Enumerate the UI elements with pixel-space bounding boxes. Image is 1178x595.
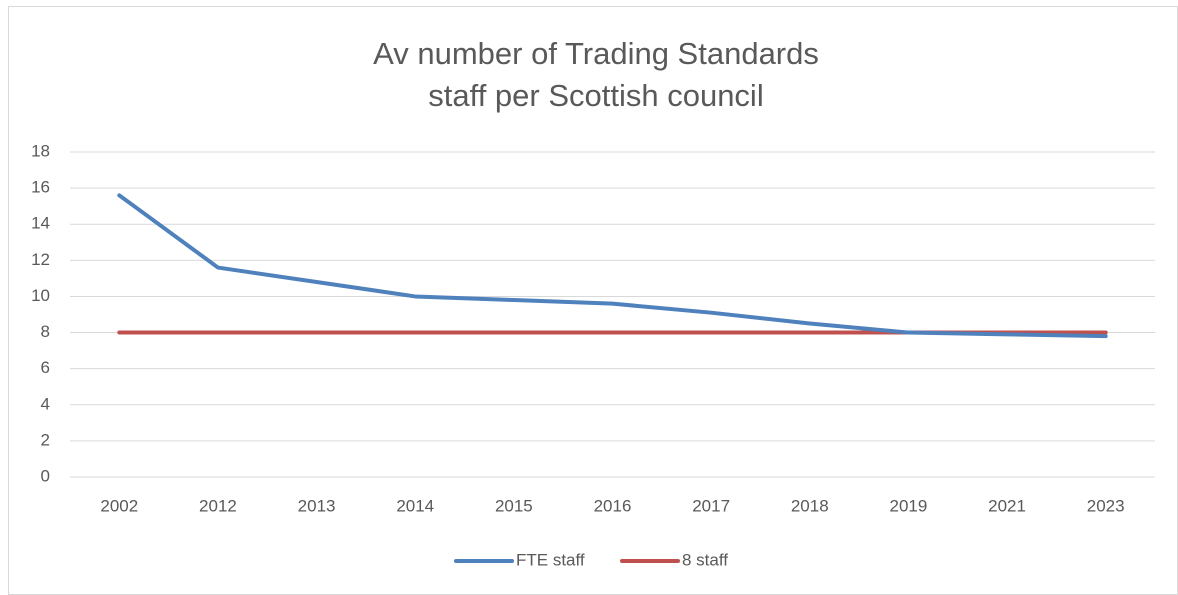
y-tick-label: 2 [41,430,50,449]
x-tick-label: 2018 [791,496,829,515]
x-tick-label: 2019 [889,496,927,515]
y-tick-label: 16 [31,178,50,197]
y-tick-label: 10 [31,286,50,305]
y-tick-label: 18 [31,141,50,160]
x-tick-label: 2016 [594,496,632,515]
y-tick-label: 4 [41,394,50,413]
y-tick-label: 12 [31,250,50,269]
x-tick-label: 2014 [396,496,434,515]
legend-label: 8 staff [682,550,728,569]
x-tick-label: 2017 [692,496,730,515]
chart-title: Av number of Trading Standards [373,36,819,71]
legend-label: FTE staff [516,550,585,569]
x-tick-label: 2023 [1087,496,1125,515]
chart-title: staff per Scottish council [428,78,763,113]
x-tick-label: 2012 [199,496,237,515]
x-tick-label: 2013 [298,496,336,515]
y-tick-label: 14 [31,214,50,233]
y-tick-label: 0 [41,466,50,485]
x-tick-label: 2015 [495,496,533,515]
y-tick-label: 8 [41,322,50,341]
series-line [117,193,1108,339]
chart-border [8,6,1178,595]
y-tick-label: 6 [41,358,50,377]
x-tick-label: 2002 [100,496,138,515]
x-tick-label: 2021 [988,496,1026,515]
